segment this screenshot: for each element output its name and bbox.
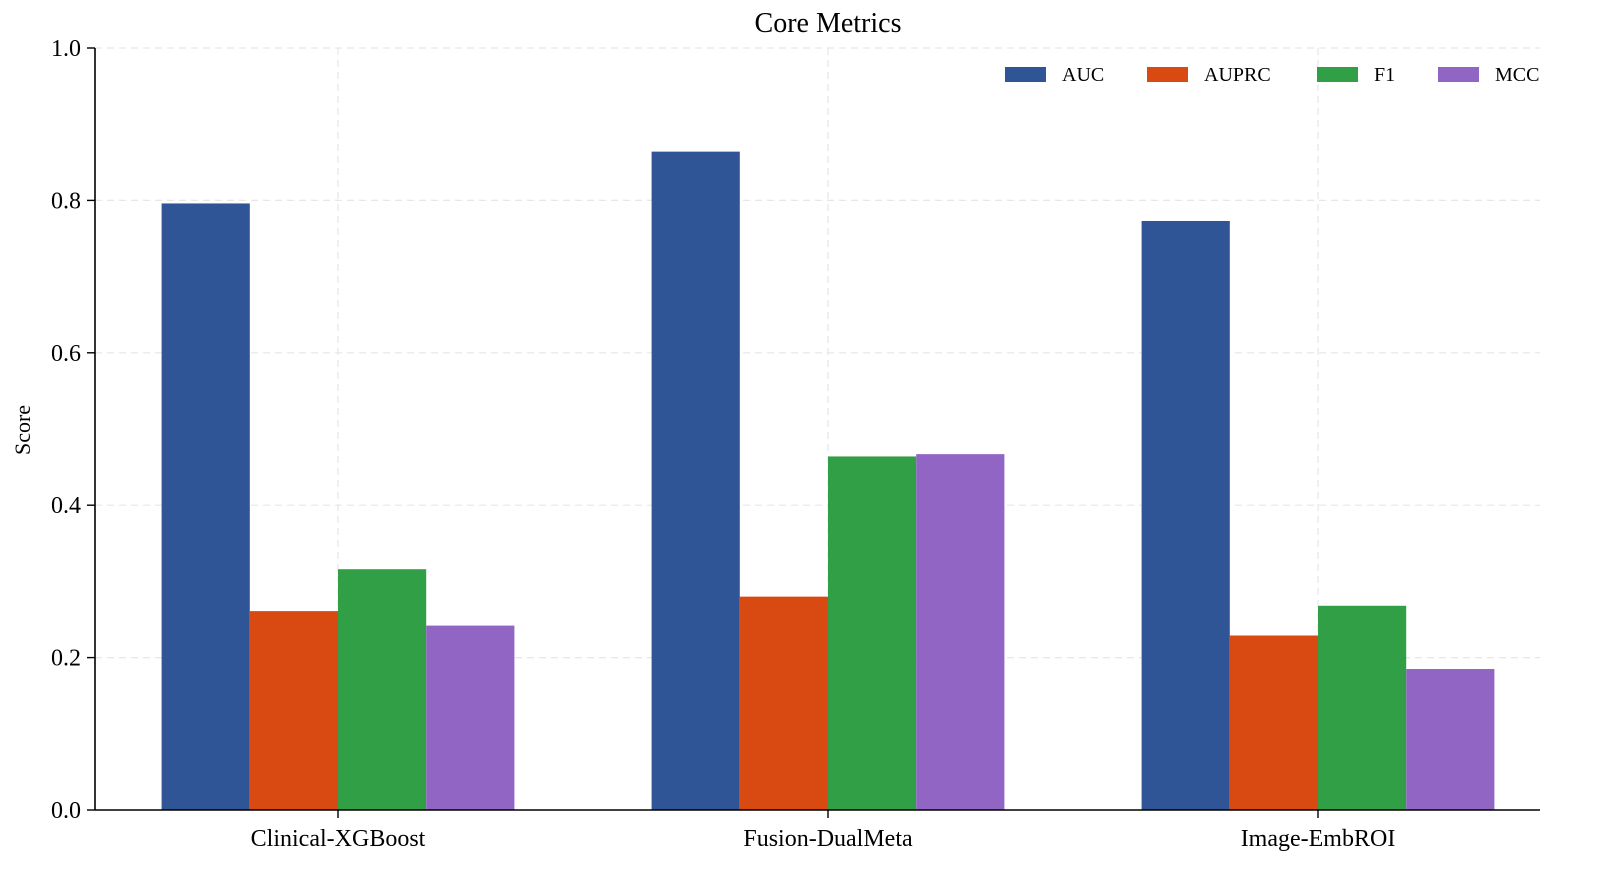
bar-f1-clinical-xgboost <box>338 569 427 810</box>
y-tick-label: 0.4 <box>51 493 81 519</box>
legend: AUC AUPRC F1 MCC <box>1005 64 1539 86</box>
y-ticks: 0.0 0.2 0.4 0.6 0.8 1.0 <box>51 36 95 824</box>
bar-f1-fusion-dualmeta <box>828 456 917 810</box>
legend-label-f1: F1 <box>1374 64 1395 86</box>
y-axis-label: Score <box>10 405 35 455</box>
bar-mcc-fusion-dualmeta <box>916 454 1005 810</box>
y-tick-label: 0.0 <box>51 798 81 824</box>
y-tick-label: 0.6 <box>51 341 81 367</box>
bar-auc-image-embroi <box>1141 220 1230 810</box>
bar-mcc-clinical-xgboost <box>426 625 515 810</box>
bar-auprc-fusion-dualmeta <box>739 596 828 810</box>
legend-swatch-f1 <box>1317 67 1358 82</box>
bar-auc-fusion-dualmeta <box>651 151 740 810</box>
legend-swatch-auprc <box>1147 67 1188 82</box>
x-tick-label: Clinical-XGBoost <box>251 826 426 852</box>
bar-mcc-image-embroi <box>1406 669 1495 810</box>
bar-auprc-image-embroi <box>1229 635 1318 810</box>
y-tick-label: 0.8 <box>51 188 81 214</box>
chart-title: Core Metrics <box>755 8 902 39</box>
x-tick-label: Fusion-DualMeta <box>743 826 913 852</box>
bar-f1-image-embroi <box>1318 605 1407 810</box>
bar-auprc-clinical-xgboost <box>249 611 338 810</box>
legend-label-auc: AUC <box>1062 64 1104 86</box>
bar-auc-clinical-xgboost <box>161 203 250 810</box>
bars <box>161 151 1495 810</box>
legend-swatch-mcc <box>1438 67 1479 82</box>
axes <box>94 48 1540 811</box>
legend-label-mcc: MCC <box>1495 64 1539 86</box>
y-tick-label: 0.2 <box>51 646 81 672</box>
x-ticks: Clinical-XGBoost Fusion-DualMeta Image-Emb… <box>251 810 1396 852</box>
legend-label-auprc: AUPRC <box>1204 64 1271 86</box>
y-tick-label: 1.0 <box>51 36 81 62</box>
x-tick-label: Image-EmbROI <box>1241 826 1396 852</box>
legend-swatch-auc <box>1005 67 1046 82</box>
